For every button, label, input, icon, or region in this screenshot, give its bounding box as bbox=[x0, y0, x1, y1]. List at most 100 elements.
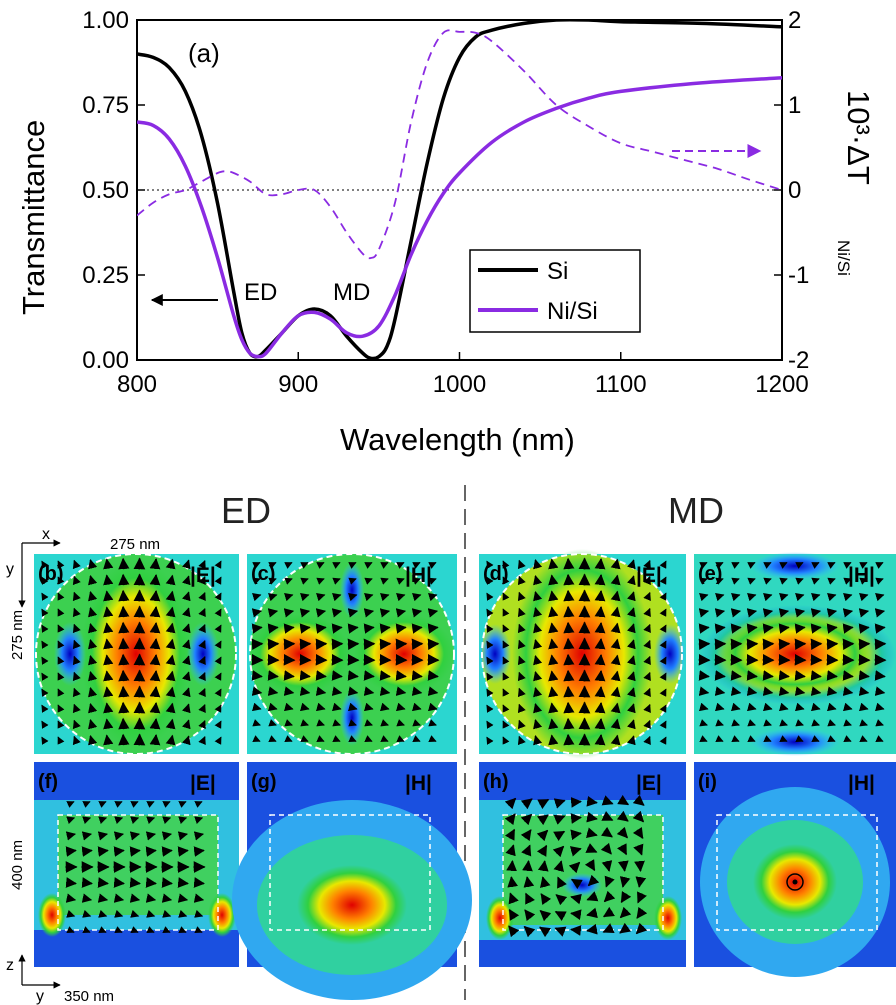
field-arrow bbox=[619, 906, 632, 919]
y-tick-label-0: 0.00 bbox=[82, 347, 129, 374]
field-arrow bbox=[283, 608, 295, 618]
field-arrow bbox=[198, 704, 206, 713]
field-arrow bbox=[520, 798, 533, 810]
field-arrow bbox=[103, 686, 114, 698]
field-arrow bbox=[283, 638, 296, 650]
field-arrow bbox=[103, 734, 114, 746]
field-arrow bbox=[252, 719, 261, 727]
field-arrow bbox=[316, 577, 325, 585]
field-arrow bbox=[603, 890, 616, 903]
field-arrow bbox=[118, 605, 130, 618]
field-arrow bbox=[563, 637, 575, 650]
field-arrow bbox=[348, 719, 357, 727]
axis-x-label: x bbox=[42, 526, 50, 543]
field-arrow bbox=[626, 671, 636, 682]
field-arrow bbox=[57, 576, 65, 585]
field-arrow bbox=[428, 719, 437, 727]
field-arrow bbox=[643, 623, 651, 634]
field-arrow bbox=[633, 843, 644, 856]
field-arrow bbox=[858, 623, 870, 634]
field-arrow bbox=[563, 573, 575, 586]
field-arrow bbox=[517, 607, 526, 618]
field-arrow bbox=[502, 672, 510, 681]
field-arrow bbox=[698, 702, 709, 712]
field-arrow bbox=[412, 577, 421, 585]
field-label-b: |E| bbox=[190, 564, 216, 587]
field-arrow bbox=[72, 575, 81, 586]
field-arrow bbox=[548, 702, 559, 714]
field-arrow bbox=[411, 638, 424, 650]
field-arrow bbox=[411, 608, 423, 618]
field-arrow bbox=[41, 672, 49, 681]
field-arrow bbox=[347, 623, 359, 634]
panel-label-e: (e) bbox=[698, 563, 722, 585]
y-axis-right-label-sub: Ni/Si bbox=[834, 240, 853, 276]
field-arrow bbox=[486, 672, 494, 681]
field-arrow bbox=[315, 623, 327, 634]
field-arrow bbox=[730, 623, 742, 634]
field-arrow bbox=[714, 623, 726, 634]
y-tick-label-3: 0.75 bbox=[82, 92, 129, 119]
field-arrow bbox=[103, 670, 114, 682]
field-arrow bbox=[428, 593, 438, 602]
field-arrow bbox=[632, 794, 645, 806]
field-arrow bbox=[268, 719, 277, 727]
field-arrow bbox=[57, 560, 65, 569]
field-arrow bbox=[795, 577, 804, 585]
field-arrow bbox=[586, 923, 598, 935]
field-arrow bbox=[520, 829, 532, 842]
field-arrow bbox=[517, 655, 526, 666]
field-arrow bbox=[746, 702, 757, 712]
field-panel-b: (b) |E| bbox=[34, 553, 239, 755]
field-arrow bbox=[118, 733, 130, 746]
field-arrow bbox=[506, 860, 517, 872]
field-arrow bbox=[570, 829, 582, 841]
field-arrow bbox=[41, 640, 49, 649]
field-panel-i: (i) |H| bbox=[694, 762, 896, 977]
field-arrow bbox=[316, 735, 325, 742]
field-panel-e: (e) |H| bbox=[694, 552, 896, 756]
field-arrow bbox=[82, 926, 91, 933]
annotation-ed: ED bbox=[244, 279, 277, 306]
field-arrow bbox=[181, 559, 191, 570]
field-arrow bbox=[553, 814, 566, 825]
field-arrow bbox=[601, 811, 614, 821]
field-arrow bbox=[72, 607, 81, 618]
field-arrow bbox=[72, 639, 81, 650]
y-right-tick-label-1: -1 bbox=[788, 262, 809, 289]
field-arrow bbox=[659, 720, 667, 729]
field-arrow bbox=[715, 593, 725, 602]
field-label-e: |H| bbox=[848, 564, 875, 587]
field-arrow bbox=[570, 893, 582, 905]
field-arrow bbox=[533, 575, 543, 586]
field-arrow bbox=[165, 686, 176, 698]
field-arrow bbox=[118, 589, 130, 602]
field-arrow bbox=[181, 703, 191, 714]
field-arrow bbox=[699, 719, 708, 727]
field-arrow bbox=[118, 717, 130, 730]
field-arrow bbox=[600, 842, 612, 855]
field-arrow bbox=[563, 685, 575, 698]
field-arrow bbox=[874, 702, 885, 712]
field-arrow bbox=[504, 828, 516, 841]
field-arrow bbox=[149, 654, 161, 666]
field-arrow bbox=[533, 607, 543, 618]
field-arrow bbox=[594, 573, 606, 586]
field-arrow bbox=[517, 575, 526, 586]
field-arrow bbox=[283, 670, 295, 681]
field-arrow bbox=[214, 704, 222, 713]
field-arrow bbox=[594, 717, 606, 730]
x-tick-label-3: 1100 bbox=[595, 371, 647, 398]
field-arrow bbox=[348, 735, 357, 742]
field-arrow bbox=[214, 720, 222, 729]
field-arrow bbox=[316, 562, 325, 569]
field-arrow bbox=[563, 733, 575, 746]
field-arrow bbox=[548, 590, 559, 602]
field-arrow bbox=[348, 562, 357, 569]
field-arrow bbox=[331, 702, 342, 712]
field-arrow bbox=[763, 577, 772, 585]
field-arrow bbox=[594, 653, 606, 666]
field-arrow bbox=[659, 704, 667, 713]
field-arrow bbox=[594, 637, 606, 650]
field-arrow bbox=[859, 562, 868, 569]
